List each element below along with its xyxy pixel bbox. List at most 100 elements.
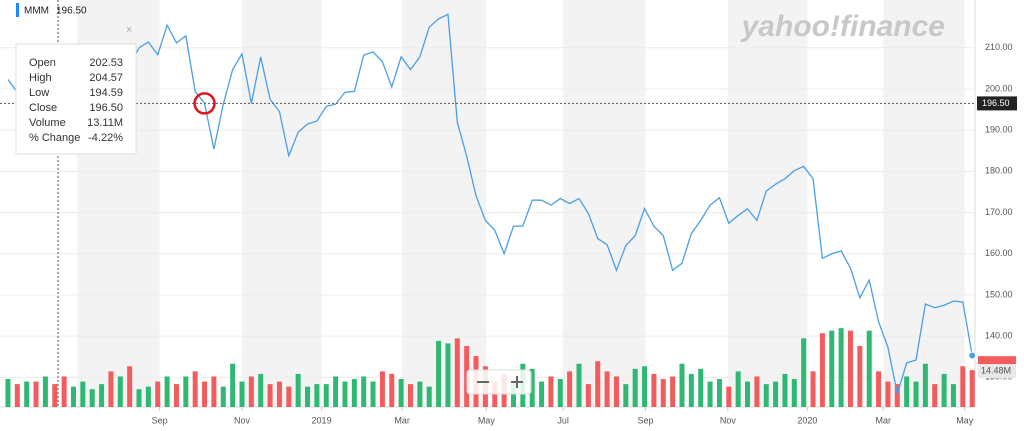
volume-bar [314, 384, 320, 407]
volume-bar [426, 386, 432, 407]
volume-bar [117, 376, 123, 407]
volume-bar [529, 368, 535, 407]
band [727, 0, 808, 407]
symbol-marker [16, 3, 19, 17]
volume-bar [754, 376, 760, 407]
volume-bar [145, 386, 151, 407]
tooltip-label: % Change [29, 132, 80, 144]
volume-bar [829, 330, 835, 407]
tooltip-label: Low [29, 87, 49, 99]
volume-bar [173, 384, 179, 407]
volume-bar [585, 384, 591, 407]
volume-bar [33, 381, 39, 407]
volume-bar [436, 340, 442, 407]
tooltip-label: High [29, 72, 52, 84]
last-point [968, 351, 977, 360]
volume-bar [567, 371, 573, 407]
volume-bar [80, 381, 86, 407]
volume-bar [267, 384, 273, 407]
volume-bar [651, 373, 657, 407]
volume-bar [670, 376, 676, 407]
x-tick-label: 2020 [797, 415, 817, 425]
tooltip-value: 202.53 [89, 57, 123, 69]
volume-bar [183, 376, 189, 407]
volume-bar [773, 381, 779, 407]
tooltip-box [15, 43, 137, 155]
volume-bar [801, 338, 807, 407]
volume-bar [810, 371, 816, 407]
volume-bar [239, 381, 245, 407]
volume-bar [136, 389, 142, 407]
volume-bar [220, 386, 226, 407]
volume-bar [866, 330, 872, 407]
x-tick-label: May [956, 415, 974, 425]
volume-bar [539, 381, 545, 407]
volume-bar [454, 338, 460, 407]
x-tick-label: May [478, 415, 496, 425]
x-tick-label: Sep [637, 415, 653, 425]
y-tick-label: 200.00 [985, 83, 1013, 93]
volume-bar [379, 371, 385, 407]
volume-bar [885, 381, 891, 407]
volume-bar [932, 384, 938, 407]
volume-bar [838, 328, 844, 407]
price-flag-label: 196.50 [982, 98, 1010, 108]
tooltip-label: Open [29, 57, 56, 69]
volume-bar [305, 386, 311, 407]
volume-bar [89, 389, 95, 407]
volume-bar [763, 384, 769, 407]
tooltip-value: -4.22% [88, 132, 123, 144]
volume-bar [361, 376, 367, 407]
volume-bar [857, 345, 863, 407]
tooltip-value: 204.57 [89, 72, 123, 84]
volume-bar [913, 381, 919, 407]
header-price: 196.50 [56, 6, 87, 17]
volume-bar [99, 384, 105, 407]
y-tick-label: 210.00 [985, 42, 1013, 52]
volume-bar [108, 371, 114, 407]
volume-bar [960, 366, 966, 407]
volume-bar [398, 379, 404, 407]
volume-bar [791, 379, 797, 407]
volume-bar [604, 371, 610, 407]
volume-bar [155, 381, 161, 407]
grid [0, 0, 976, 411]
tooltip-label: Close [29, 102, 57, 114]
volume-bar [61, 376, 67, 407]
volume-bar [922, 363, 928, 407]
volume-bar [211, 376, 217, 407]
tooltip-value: 13.11M [87, 117, 123, 129]
volume-bar [276, 381, 282, 407]
volume-bar [847, 330, 853, 407]
y-tick-label: 180.00 [985, 166, 1013, 176]
tooltip-label: Volume [29, 117, 66, 129]
x-tick-label: Jul [557, 415, 569, 425]
volume-bar [230, 363, 236, 407]
volume-flag-marker [978, 356, 1016, 365]
volume-bar [351, 379, 357, 407]
volume-bar [164, 376, 170, 407]
volume-bar [24, 381, 30, 407]
volume-bar [286, 386, 292, 407]
volume-bar [192, 371, 198, 407]
volume-bar [323, 384, 329, 407]
y-tick-label: 190.00 [985, 125, 1013, 135]
volume-bar [819, 333, 825, 407]
volume [5, 328, 975, 407]
volume-bar [295, 373, 301, 407]
volume-bar [735, 371, 741, 407]
volume-bar [595, 361, 601, 407]
tooltip-close[interactable]: × [126, 24, 132, 36]
volume-bar [576, 363, 582, 407]
zoom-control[interactable] [466, 369, 532, 395]
volume-bar [14, 384, 20, 407]
lines [0, 13, 975, 395]
volume-flag-label: 14.48M [981, 366, 1011, 376]
volume-bar [248, 376, 254, 407]
volume-bar [642, 366, 648, 407]
volume-bar [688, 373, 694, 407]
annotation-circle [193, 92, 216, 115]
volume-bar [623, 384, 629, 407]
volume-bar [510, 384, 516, 407]
x-tick-label: 2019 [312, 415, 332, 425]
